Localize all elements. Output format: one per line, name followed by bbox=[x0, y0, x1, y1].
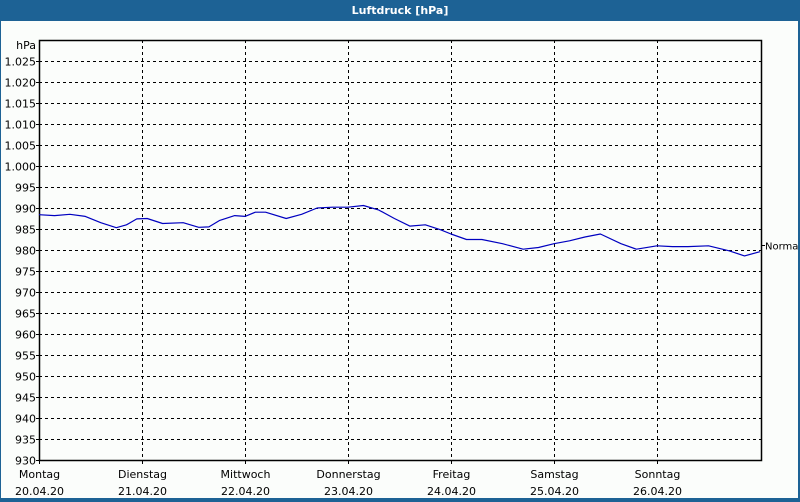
x-tick-date: 20.04.20 bbox=[15, 485, 64, 498]
pressure-line bbox=[38, 204, 761, 257]
y-tick-label: 930 bbox=[15, 455, 36, 468]
y-tick-label: 980 bbox=[15, 245, 36, 258]
y-tick-label: 975 bbox=[15, 266, 36, 279]
y-tick-label: 945 bbox=[15, 392, 36, 405]
y-tick-label: 1.000 bbox=[5, 161, 37, 174]
x-tick-day: Dienstag bbox=[118, 468, 167, 481]
y-tick-label: 935 bbox=[15, 434, 36, 447]
x-tick-day: Samstag bbox=[530, 468, 578, 481]
y-tick-label: 965 bbox=[15, 308, 36, 321]
x-tick-date: 26.04.20 bbox=[633, 485, 682, 498]
y-tick-label: 955 bbox=[15, 350, 36, 363]
y-tick-label: 1.020 bbox=[5, 77, 37, 90]
chart-canvas: 1.025 1.020 1.015 1.010 1.005 1.000 995 990 985 9… bbox=[1, 21, 800, 498]
x-tick-date: 21.04.20 bbox=[118, 485, 167, 498]
x-tick-date: 25.04.20 bbox=[530, 485, 579, 498]
y-axis-unit: hPa bbox=[16, 39, 36, 52]
pressure-chart: 1.025 1.020 1.015 1.010 1.005 1.000 995 990 985 9… bbox=[5, 39, 800, 498]
x-tick-day: Freitag bbox=[433, 468, 471, 481]
window-title: Luftdruck [hPa] bbox=[0, 0, 800, 21]
y-tick-label: 985 bbox=[15, 224, 36, 237]
y-tick-label: 1.015 bbox=[5, 98, 37, 111]
y-tick-label: 950 bbox=[15, 371, 36, 384]
y-tick-label: 995 bbox=[15, 182, 36, 195]
y-tick-label: 1.010 bbox=[5, 119, 37, 132]
x-tick-day: Donnerstag bbox=[316, 468, 380, 481]
y-tick-label: 970 bbox=[15, 287, 36, 300]
x-tick-day: Montag bbox=[19, 468, 60, 481]
normal-annotation-label: Normal bbox=[765, 242, 798, 253]
x-tick-date: 22.04.20 bbox=[221, 485, 270, 498]
x-tick-day: Sonntag bbox=[635, 468, 681, 481]
x-tick-date: 23.04.20 bbox=[324, 485, 373, 498]
y-tick-label: 960 bbox=[15, 329, 36, 342]
x-tick-day: Mittwoch bbox=[221, 468, 271, 481]
y-tick-label: 990 bbox=[15, 203, 36, 216]
plot-frame bbox=[38, 39, 763, 462]
y-tick-label: 940 bbox=[15, 413, 36, 426]
y-tick-label: 1.025 bbox=[5, 56, 37, 69]
x-tick-date: 24.04.20 bbox=[427, 485, 476, 498]
y-tick-label: 1.005 bbox=[5, 140, 37, 153]
